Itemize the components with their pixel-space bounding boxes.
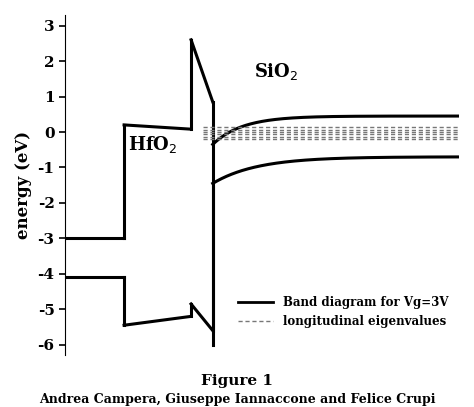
Text: Figure 1: Figure 1 — [201, 374, 273, 387]
Legend: Band diagram for Vg=3V, longitudinal eigenvalues: Band diagram for Vg=3V, longitudinal eig… — [233, 291, 453, 333]
Text: HfO$_2$: HfO$_2$ — [128, 134, 177, 155]
Text: Andrea Campera, Giuseppe Iannaccone and Felice Crupi: Andrea Campera, Giuseppe Iannaccone and … — [39, 393, 435, 406]
Text: SiO$_2$: SiO$_2$ — [254, 61, 299, 82]
Y-axis label: energy (eV): energy (eV) — [15, 131, 32, 239]
